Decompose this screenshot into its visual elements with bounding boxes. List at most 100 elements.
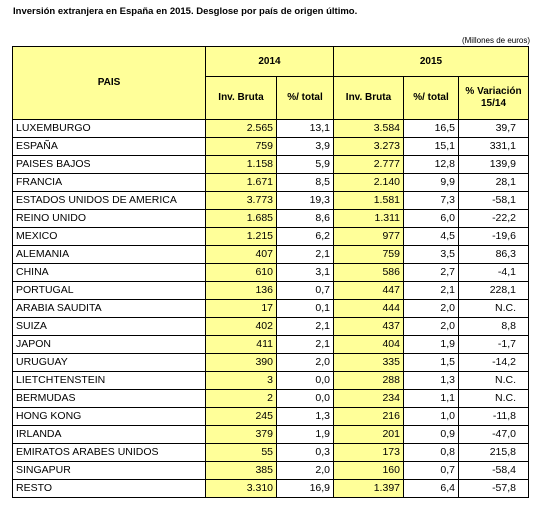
cell-country: IRLANDA [12, 425, 206, 444]
cell-pct-total-2015: 1,5 [403, 353, 459, 372]
cell-variacion: -19,6 [458, 227, 529, 246]
cell-variacion: 28,1 [458, 173, 529, 192]
cell-inv-bruta-2014: 2.565 [205, 119, 277, 138]
table-row: LUXEMBURGO 2.565 13,1 3.584 16,5 39,7 [12, 119, 529, 138]
header-pct-total-2015: %/ total [403, 76, 459, 120]
cell-pct-total-2014: 2,1 [276, 317, 334, 336]
cell-inv-bruta-2015: 288 [333, 371, 404, 390]
cell-pct-total-2015: 1,1 [403, 389, 459, 408]
cell-inv-bruta-2015: 173 [333, 443, 404, 462]
cell-variacion: -22,2 [458, 209, 529, 228]
investment-table: PAIS 2014 2015 Inv. Bruta %/ total Inv. … [12, 46, 529, 498]
cell-variacion: -4,1 [458, 263, 529, 282]
cell-inv-bruta-2015: 1.311 [333, 209, 404, 228]
cell-inv-bruta-2015: 1.581 [333, 191, 404, 210]
cell-inv-bruta-2015: 234 [333, 389, 404, 408]
cell-pct-total-2015: 0,8 [403, 443, 459, 462]
cell-country: ESPAÑA [12, 137, 206, 156]
cell-inv-bruta-2015: 3.584 [333, 119, 404, 138]
cell-inv-bruta-2015: 2.777 [333, 155, 404, 174]
table-row: ESTADOS UNIDOS DE AMERICA 3.773 19,3 1.581 7… [12, 191, 529, 210]
cell-variacion: -47,0 [458, 425, 529, 444]
cell-variacion: -11,8 [458, 407, 529, 426]
cell-pct-total-2014: 3,1 [276, 263, 334, 282]
cell-country: LIETCHTENSTEIN [12, 371, 206, 390]
cell-pct-total-2014: 0,0 [276, 389, 334, 408]
cell-variacion: 215,8 [458, 443, 529, 462]
header-pais: PAIS [12, 46, 206, 120]
cell-pct-total-2015: 2,0 [403, 317, 459, 336]
cell-country: PORTUGAL [12, 281, 206, 300]
cell-pct-total-2014: 16,9 [276, 479, 334, 498]
header-variacion: % Variación 15/14 [458, 76, 529, 120]
cell-pct-total-2014: 2,1 [276, 245, 334, 264]
cell-variacion: -58,1 [458, 191, 529, 210]
cell-pct-total-2015: 0,9 [403, 425, 459, 444]
table-row: RESTO 3.310 16,9 1.397 6,4 -57,8 [12, 479, 529, 498]
cell-country: ESTADOS UNIDOS DE AMERICA [12, 191, 206, 210]
cell-variacion: N.C. [458, 389, 529, 408]
cell-pct-total-2014: 19,3 [276, 191, 334, 210]
table-row: ALEMANIA 407 2,1 759 3,5 86,3 [12, 245, 529, 264]
units-note: (Millones de euros) [461, 36, 530, 45]
cell-inv-bruta-2014: 1.671 [205, 173, 277, 192]
cell-pct-total-2015: 7,3 [403, 191, 459, 210]
cell-inv-bruta-2015: 1.397 [333, 479, 404, 498]
table-row: BERMUDAS 2 0,0 234 1,1 N.C. [12, 389, 529, 408]
cell-inv-bruta-2014: 3 [205, 371, 277, 390]
cell-inv-bruta-2014: 379 [205, 425, 277, 444]
table-row: URUGUAY 390 2,0 335 1,5 -14,2 [12, 353, 529, 372]
cell-variacion: 86,3 [458, 245, 529, 264]
table-row: HONG KONG 245 1,3 216 1,0 -11,8 [12, 407, 529, 426]
cell-inv-bruta-2014: 3.773 [205, 191, 277, 210]
cell-inv-bruta-2014: 411 [205, 335, 277, 354]
cell-country: CHINA [12, 263, 206, 282]
cell-variacion: 139,9 [458, 155, 529, 174]
document-title: Inversión extranjera en España en 2015. … [13, 6, 358, 17]
cell-variacion: 39,7 [458, 119, 529, 138]
header-pct-total-2014: %/ total [276, 76, 334, 120]
cell-pct-total-2015: 2,1 [403, 281, 459, 300]
cell-country: RESTO [12, 479, 206, 498]
table-row: PORTUGAL 136 0,7 447 2,1 228,1 [12, 281, 529, 300]
cell-inv-bruta-2014: 245 [205, 407, 277, 426]
cell-country: SUIZA [12, 317, 206, 336]
cell-pct-total-2014: 0,1 [276, 299, 334, 318]
cell-pct-total-2015: 3,5 [403, 245, 459, 264]
cell-inv-bruta-2014: 402 [205, 317, 277, 336]
table-row: SUIZA 402 2,1 437 2,0 8,8 [12, 317, 529, 336]
cell-inv-bruta-2015: 335 [333, 353, 404, 372]
cell-pct-total-2014: 2,1 [276, 335, 334, 354]
cell-inv-bruta-2014: 136 [205, 281, 277, 300]
cell-country: SINGAPUR [12, 461, 206, 480]
cell-inv-bruta-2014: 390 [205, 353, 277, 372]
cell-pct-total-2015: 6,4 [403, 479, 459, 498]
cell-pct-total-2014: 6,2 [276, 227, 334, 246]
header-year-2014: 2014 [205, 46, 334, 77]
cell-variacion: -14,2 [458, 353, 529, 372]
cell-pct-total-2015: 2,0 [403, 299, 459, 318]
cell-pct-total-2015: 9,9 [403, 173, 459, 192]
header-variacion-line2: 15/14 [480, 98, 507, 109]
cell-country: LUXEMBURGO [12, 119, 206, 138]
header-year-2015: 2015 [333, 46, 529, 77]
cell-pct-total-2014: 8,5 [276, 173, 334, 192]
table-row: SINGAPUR 385 2,0 160 0,7 -58,4 [12, 461, 529, 480]
cell-pct-total-2015: 12,8 [403, 155, 459, 174]
cell-country: REINO UNIDO [12, 209, 206, 228]
cell-inv-bruta-2015: 404 [333, 335, 404, 354]
header-variacion-line1: % Variación [465, 86, 522, 97]
header-inv-bruta-2014: Inv. Bruta [205, 76, 277, 120]
cell-pct-total-2014: 0,7 [276, 281, 334, 300]
table-row: FRANCIA 1.671 8,5 2.140 9,9 28,1 [12, 173, 529, 192]
table-row: CHINA 610 3,1 586 2,7 -4,1 [12, 263, 529, 282]
table-row: JAPON 411 2,1 404 1,9 -1,7 [12, 335, 529, 354]
cell-inv-bruta-2014: 759 [205, 137, 277, 156]
cell-inv-bruta-2014: 610 [205, 263, 277, 282]
cell-country: URUGUAY [12, 353, 206, 372]
cell-inv-bruta-2014: 3.310 [205, 479, 277, 498]
cell-pct-total-2015: 1,3 [403, 371, 459, 390]
cell-variacion: N.C. [458, 299, 529, 318]
cell-inv-bruta-2014: 55 [205, 443, 277, 462]
cell-pct-total-2014: 3,9 [276, 137, 334, 156]
